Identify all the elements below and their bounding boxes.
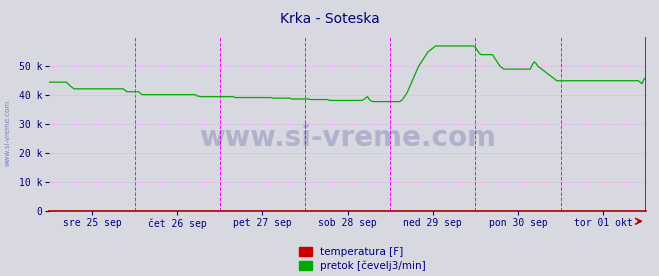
- Text: www.si-vreme.com: www.si-vreme.com: [199, 124, 496, 152]
- Legend: temperatura [F], pretok [čevelj3/min]: temperatura [F], pretok [čevelj3/min]: [299, 247, 426, 271]
- Text: Krka - Soteska: Krka - Soteska: [279, 12, 380, 26]
- Text: www.si-vreme.com: www.si-vreme.com: [5, 99, 11, 166]
